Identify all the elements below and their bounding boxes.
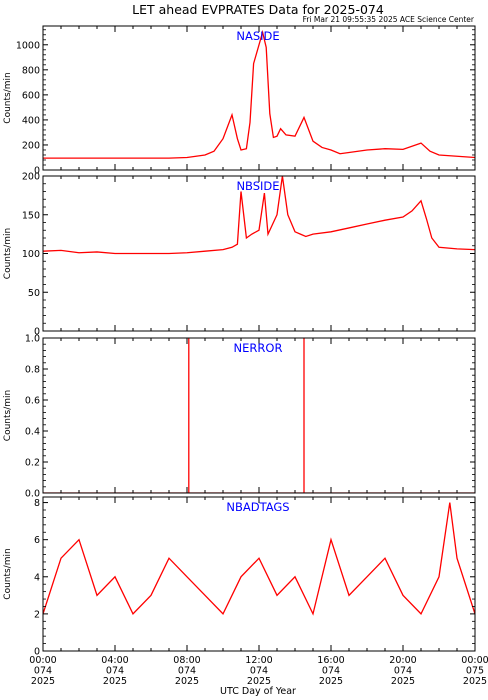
- figure-title: LET ahead EVPRATES Data for 2025-074: [132, 2, 384, 17]
- y-axis-label: Counts/min: [3, 390, 13, 441]
- x-tick-labels: 00:00074202504:00074202508:00074202512:0…: [29, 655, 488, 687]
- x-tick-time: 16:00: [317, 655, 344, 666]
- panel-title: NASIDE: [236, 29, 279, 43]
- x-tick-year: 2025: [31, 676, 55, 687]
- y-tick-label: 0: [34, 647, 40, 658]
- y-tick-label: 50: [28, 288, 40, 299]
- x-tick-year: 2025: [175, 676, 199, 687]
- series-line-nbside: [43, 176, 475, 255]
- x-axis-label: UTC Day of Year: [220, 686, 296, 697]
- x-tick-year: 2025: [247, 676, 271, 687]
- y-tick-label: 400: [22, 115, 40, 126]
- panel-naside: 0 200 400 600 800 1000 Counts/min NASIDE: [3, 25, 476, 177]
- y-tick-label: 0.2: [25, 458, 40, 469]
- generation-stamp: Fri Mar 21 09:55:35 2025 ACE Science Cen…: [303, 15, 475, 24]
- x-tick-time: 00:00: [461, 655, 488, 666]
- y-tick-label: 800: [22, 65, 40, 76]
- x-tick-doy: 074: [250, 666, 268, 677]
- y-axis-label: Counts/min: [3, 548, 13, 599]
- x-tick-time: 12:00: [245, 655, 272, 666]
- y-tick-label: 200: [22, 172, 40, 183]
- y-tick-label: 0.0: [25, 489, 40, 500]
- x-tick-doy: 074: [34, 666, 52, 677]
- x-tick-time: 20:00: [389, 655, 416, 666]
- panel-nerror: 0.0 0.2 0.4 0.6 0.8 1.0 Counts/min NERROR: [3, 334, 476, 500]
- y-tick-label: 100: [22, 249, 40, 260]
- plot-frame: [42, 25, 476, 171]
- y-tick-label: 0.6: [25, 396, 40, 407]
- x-tick-year: 2025: [103, 676, 127, 687]
- panel-nbside: 0 50 100 150 200 Counts/min NBSIDE: [3, 172, 476, 338]
- x-tick-doy: 074: [322, 666, 340, 677]
- y-axis-label: Counts/min: [3, 228, 13, 279]
- panel-nbadtags: 0 2 4 6 8 Counts/min NBADTAGS: [3, 496, 476, 658]
- y-tick-label: 6: [34, 535, 40, 546]
- y-tick-label: 8: [34, 498, 40, 509]
- y-tick-label: 0.8: [25, 365, 40, 376]
- series-line-naside: [43, 29, 475, 159]
- y-tick-label: 600: [22, 90, 40, 101]
- x-tick-time: 00:00: [29, 655, 56, 666]
- y-tick-label: 200: [22, 140, 40, 151]
- plot-frame: [42, 496, 476, 652]
- x-tick-time: 08:00: [173, 655, 200, 666]
- y-tick-label: 0.4: [25, 427, 40, 438]
- y-axis-label: Counts/min: [3, 72, 13, 123]
- x-tick-doy: 075: [466, 666, 484, 677]
- x-tick-year: 2025: [391, 676, 415, 687]
- chart-panels: 02004006008001000Counts/minNASIDE0501001…: [3, 25, 476, 658]
- y-tick-label: 0: [34, 166, 40, 177]
- x-tick-doy: 074: [394, 666, 412, 677]
- y-tick-label: 150: [22, 210, 40, 221]
- y-tick-label: 1000: [16, 40, 40, 51]
- plot-frame: [42, 337, 476, 494]
- panel-title: NBADTAGS: [226, 500, 289, 514]
- y-tick-label: 2: [34, 609, 40, 620]
- series-line-nerror: [43, 338, 475, 493]
- panel-title: NBSIDE: [236, 179, 279, 193]
- x-tick-year: 2025: [463, 676, 487, 687]
- series-line-nbadtags: [43, 502, 475, 616]
- y-tick-label: 1.0: [25, 334, 40, 345]
- y-tick-label: 4: [34, 572, 40, 583]
- y-tick-label: 0: [34, 327, 40, 338]
- x-tick-time: 04:00: [101, 655, 128, 666]
- x-tick-doy: 074: [106, 666, 124, 677]
- x-tick-year: 2025: [319, 676, 343, 687]
- x-tick-doy: 074: [178, 666, 196, 677]
- panel-title: NERROR: [234, 341, 283, 355]
